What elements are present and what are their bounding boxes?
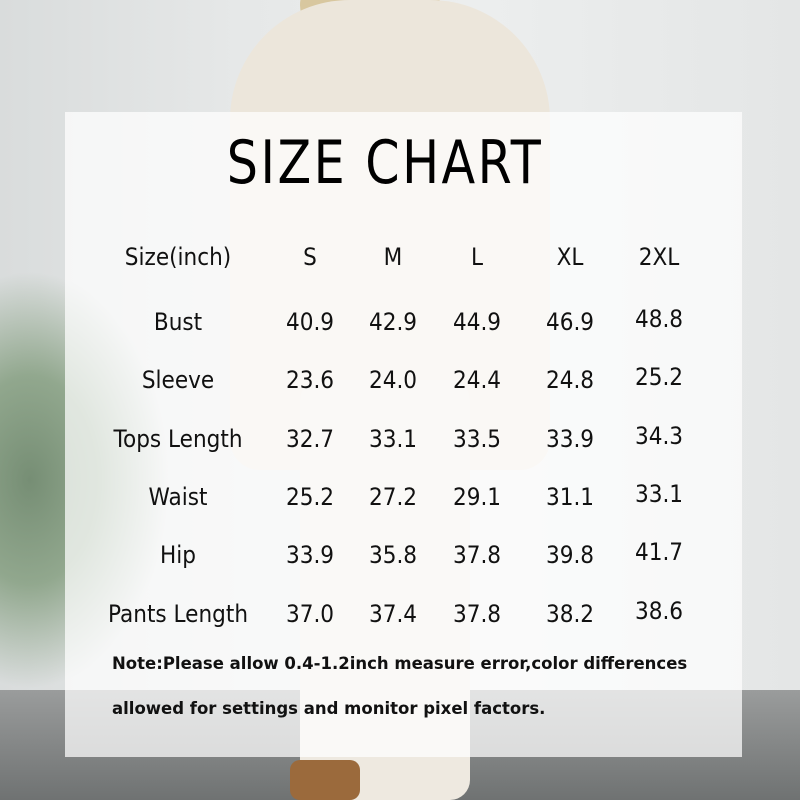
table-cell: 38.6	[634, 597, 684, 625]
table-cell: 27.2	[368, 483, 418, 511]
row-label-sleeve: Sleeve	[141, 366, 215, 394]
table-cell: 37.8	[452, 600, 502, 628]
table-cell: 46.9	[545, 308, 595, 336]
table-cell: 33.5	[452, 425, 502, 453]
table-cell: 37.4	[368, 600, 418, 628]
table-cell: 25.2	[634, 363, 684, 391]
note-line-1: Note:Please allow 0.4-1.2inch measure er…	[112, 654, 688, 673]
table-cell: 40.9	[285, 308, 335, 336]
table-cell: 35.8	[368, 541, 418, 569]
table-cell: 37.8	[452, 541, 502, 569]
row-label-hip: Hip	[160, 541, 196, 569]
table-cell: 39.8	[545, 541, 595, 569]
row-label-bust: Bust	[153, 308, 203, 336]
header-size-xl: XL	[556, 243, 584, 271]
header-size-m: M	[383, 243, 403, 271]
header-size-2xl: 2XL	[638, 243, 680, 271]
table-cell: 24.0	[368, 366, 418, 394]
row-label-pants-length: Pants Length	[107, 600, 249, 628]
table-cell: 24.8	[545, 366, 595, 394]
table-cell: 33.9	[545, 425, 595, 453]
table-cell: 33.1	[368, 425, 418, 453]
table-cell: 41.7	[634, 538, 684, 566]
table-cell: 32.7	[285, 425, 335, 453]
table-cell: 23.6	[285, 366, 335, 394]
header-size-label: Size(inch)	[124, 243, 232, 271]
note-line-2: allowed for settings and monitor pixel f…	[112, 699, 546, 718]
row-label-tops-length: Tops Length	[113, 425, 243, 453]
table-cell: 38.2	[545, 600, 595, 628]
size-chart-title: SIZE CHART	[226, 128, 544, 198]
table-cell: 42.9	[368, 308, 418, 336]
table-cell: 31.1	[545, 483, 595, 511]
table-cell: 44.9	[452, 308, 502, 336]
header-size-s: S	[303, 243, 317, 271]
table-cell: 34.3	[634, 422, 684, 450]
model-boot	[290, 760, 360, 800]
table-cell: 29.1	[452, 483, 502, 511]
table-cell: 37.0	[285, 600, 335, 628]
header-size-l: L	[470, 243, 484, 271]
table-cell: 33.9	[285, 541, 335, 569]
table-cell: 33.1	[634, 480, 684, 508]
table-cell: 24.4	[452, 366, 502, 394]
table-cell: 25.2	[285, 483, 335, 511]
table-cell: 48.8	[634, 305, 684, 333]
row-label-waist: Waist	[148, 483, 208, 511]
size-chart-panel	[65, 112, 742, 757]
